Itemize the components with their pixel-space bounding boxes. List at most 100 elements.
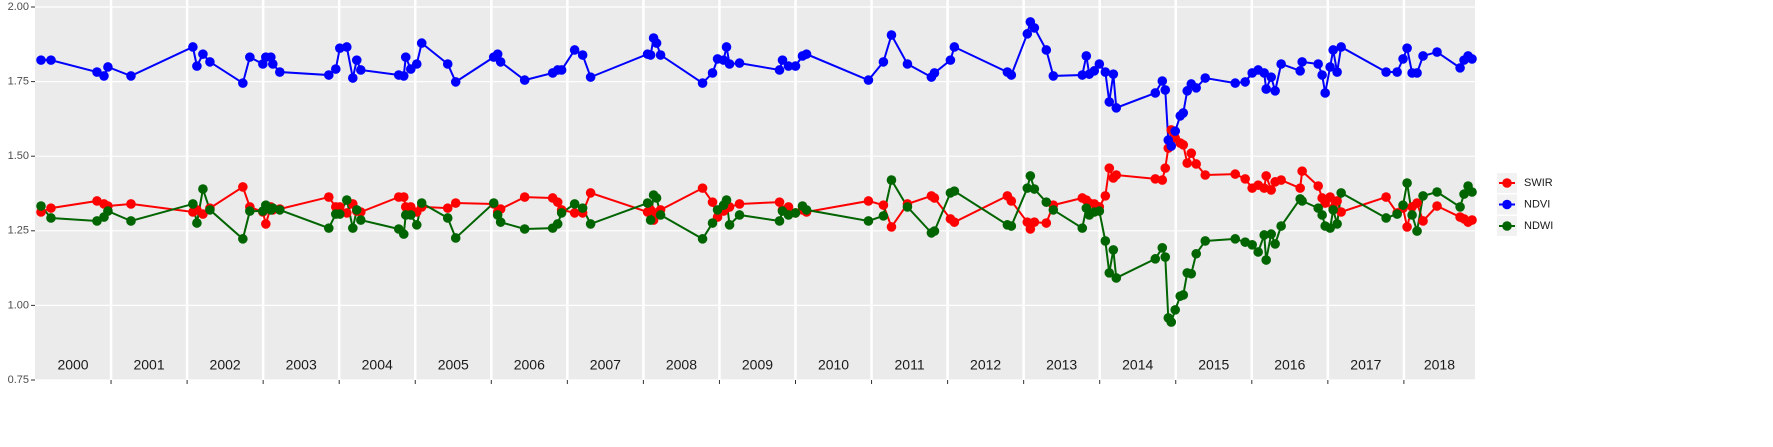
data-point [801,205,812,215]
data-point [1157,243,1168,253]
data-point [1266,185,1276,195]
data-point [585,219,596,229]
data-point [949,186,960,196]
data-point [238,182,248,192]
data-point [411,220,422,230]
data-point [335,209,345,219]
data-point [886,175,897,185]
data-point [400,52,411,62]
data-point [450,233,461,243]
year-label: 2018 [1424,357,1455,373]
y-tick-label: 1.25 [8,225,29,237]
data-point [1270,86,1280,96]
data-point [1455,63,1465,73]
data-point [1432,201,1442,211]
data-point [1022,183,1033,193]
data-point [245,206,255,216]
data-point [721,195,732,205]
data-point [46,213,56,223]
data-point [36,55,46,65]
data-point [1325,223,1335,233]
data-point [488,198,499,208]
data-point [1230,234,1241,244]
data-point [1182,158,1193,168]
data-point [707,68,718,78]
data-point [1332,196,1342,206]
data-point [790,208,801,218]
data-point [198,209,208,219]
year-label: 2008 [666,357,697,373]
year-label: 2009 [742,357,773,373]
legend-point [1502,221,1512,231]
data-point [442,59,453,69]
data-point [1325,62,1335,72]
data-point [1467,187,1477,197]
data-point [945,55,956,65]
data-point [1261,255,1271,265]
data-point [1402,178,1412,188]
data-point [1381,192,1391,202]
data-point [949,42,960,52]
data-point [697,78,708,88]
year-label: 2004 [362,357,393,373]
data-point [1089,66,1100,76]
data-point [46,55,56,65]
data-point [1025,171,1036,181]
data-point [1157,76,1168,86]
data-point [724,59,735,69]
data-point [1160,85,1171,95]
data-point [1240,77,1250,87]
data-point [1412,68,1422,78]
data-point [1332,219,1342,229]
data-point [1029,184,1040,194]
data-point [416,38,427,48]
data-point [707,218,718,228]
data-point [1328,205,1338,215]
data-point [774,216,785,226]
data-point [1104,97,1115,107]
data-point [342,42,352,52]
data-point [577,203,588,213]
data-point [777,55,788,65]
data-point [323,192,334,202]
data-point [335,202,345,212]
data-point [519,224,530,234]
data-point [416,198,427,208]
data-point [351,205,362,215]
data-point [245,52,255,62]
data-point [1200,236,1211,246]
data-point [519,75,530,85]
data-point [1261,171,1271,181]
year-label: 2007 [590,357,621,373]
data-point [1320,88,1330,98]
data-point [552,197,563,207]
data-point [949,217,960,227]
data-point [323,70,334,80]
data-point [902,202,913,212]
data-point [651,38,662,48]
data-point [1166,141,1177,151]
data-point [878,57,889,67]
data-point [1178,290,1189,300]
data-point [1230,169,1241,179]
data-point [645,215,656,225]
legend-point [1502,199,1512,210]
data-point [1276,175,1286,185]
data-point [1094,59,1105,69]
data-point [1332,67,1342,77]
data-point [1297,196,1307,206]
data-point [1041,197,1052,207]
data-point [783,61,794,71]
data-point [398,192,409,202]
data-point [1313,59,1323,69]
data-point [519,192,530,202]
data-point [323,223,334,233]
data-point [1100,236,1111,246]
year-label: 2005 [438,357,469,373]
data-point [1108,69,1119,79]
data-point [1336,207,1346,217]
data-point [552,219,563,229]
data-point [1455,202,1465,212]
data-point [275,67,285,77]
